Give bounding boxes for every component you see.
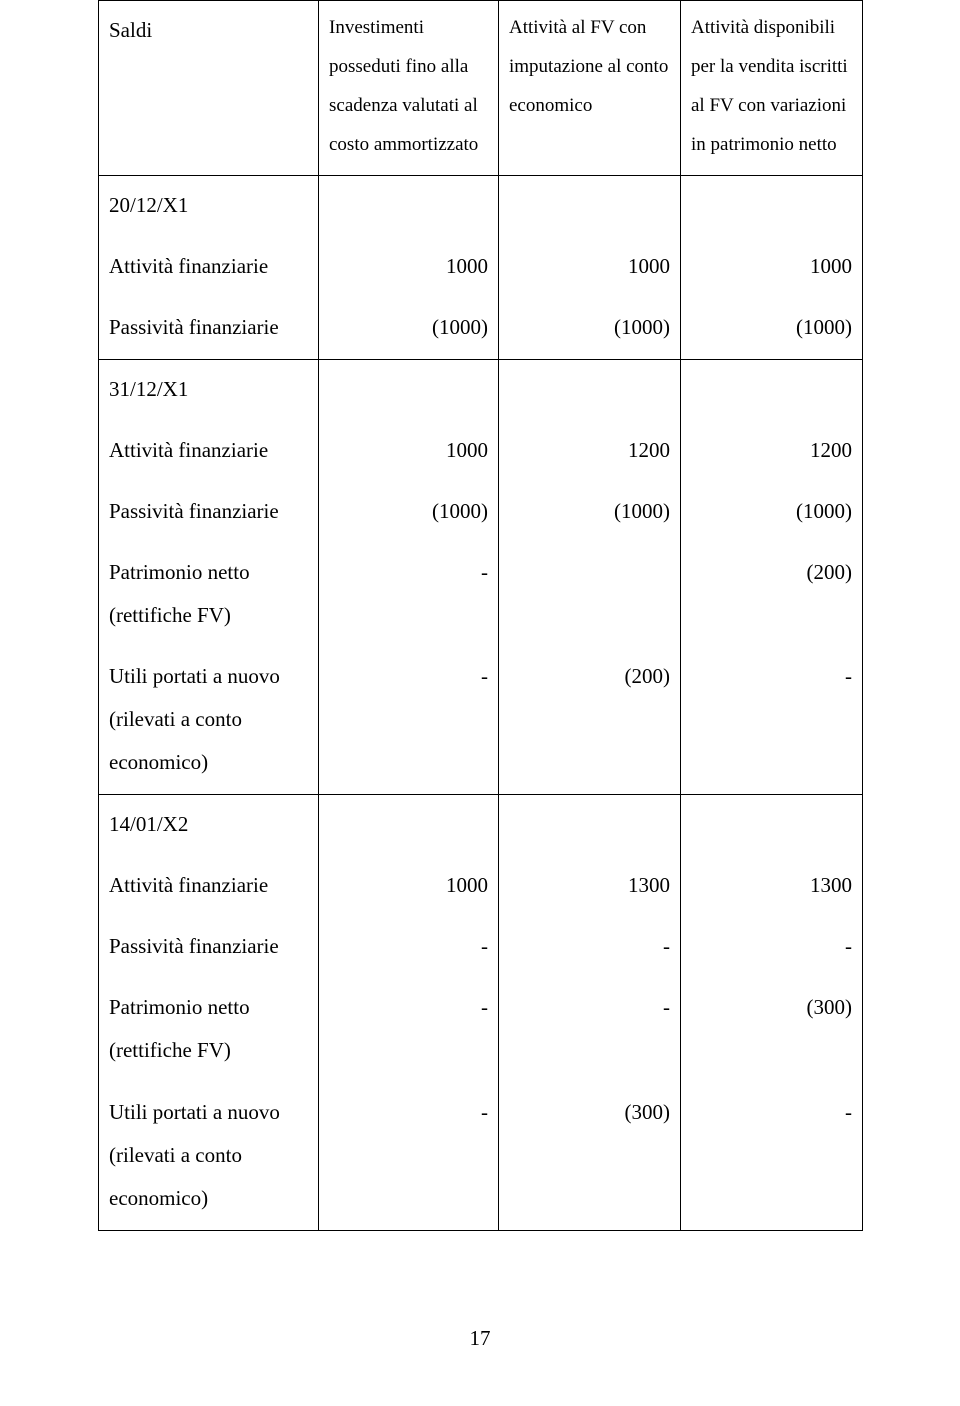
cell: - — [499, 978, 681, 1082]
cell: - — [499, 917, 681, 978]
section-heading: 14/01/X2 — [99, 795, 319, 857]
section-heading-row: 20/12/X1 — [99, 175, 863, 237]
header-col-d: Attività disponibili per la vendita iscr… — [681, 1, 863, 176]
section-heading-row: 14/01/X2 — [99, 795, 863, 857]
cell: 1000 — [319, 421, 499, 482]
cell: (1000) — [319, 482, 499, 543]
cell: (200) — [499, 647, 681, 795]
cell: 1300 — [499, 856, 681, 917]
row-label: Patrimonio netto (rettifiche FV) — [99, 978, 319, 1082]
cell: - — [681, 917, 863, 978]
section-heading: 31/12/X1 — [99, 359, 319, 421]
cell: (1000) — [499, 482, 681, 543]
page-number: 17 — [0, 1326, 960, 1351]
cell: 1300 — [681, 856, 863, 917]
table-row: Attività finanziarie 1000 1200 1200 — [99, 421, 863, 482]
table-row: Passività finanziarie - - - — [99, 917, 863, 978]
cell: (200) — [681, 543, 863, 647]
row-label: Passività finanziarie — [99, 917, 319, 978]
header-col-b: Investimenti posseduti fino alla scadenz… — [319, 1, 499, 176]
cell: 1000 — [681, 237, 863, 298]
table-row: Utili portati a nuovo (rilevati a conto … — [99, 1083, 863, 1231]
cell: 1200 — [499, 421, 681, 482]
cell: (1000) — [499, 298, 681, 360]
row-label: Attività finanziarie — [99, 856, 319, 917]
cell: 1000 — [319, 237, 499, 298]
section-heading: 20/12/X1 — [99, 175, 319, 237]
cell: - — [319, 647, 499, 795]
financial-table: Saldi Investimenti posseduti fino alla s… — [98, 0, 863, 1231]
table-row: Attività finanziarie 1000 1000 1000 — [99, 237, 863, 298]
cell: 1200 — [681, 421, 863, 482]
cell: (1000) — [319, 298, 499, 360]
header-col-c: Attività al FV con imputazione al conto … — [499, 1, 681, 176]
cell: (300) — [681, 978, 863, 1082]
table-header-row: Saldi Investimenti posseduti fino alla s… — [99, 1, 863, 176]
table-row: Passività finanziarie (1000) (1000) (100… — [99, 482, 863, 543]
cell: 1000 — [499, 237, 681, 298]
row-label: Passività finanziarie — [99, 482, 319, 543]
row-label: Attività finanziarie — [99, 237, 319, 298]
cell: - — [319, 543, 499, 647]
row-label: Passività finanziarie — [99, 298, 319, 360]
cell: (1000) — [681, 298, 863, 360]
row-label: Utili portati a nuovo (rilevati a conto … — [99, 647, 319, 795]
cell: - — [319, 978, 499, 1082]
table-row: Patrimonio netto (rettifiche FV) - (200) — [99, 543, 863, 647]
header-saldi: Saldi — [99, 1, 319, 176]
cell: - — [319, 1083, 499, 1231]
table-row: Utili portati a nuovo (rilevati a conto … — [99, 647, 863, 795]
table-row: Attività finanziarie 1000 1300 1300 — [99, 856, 863, 917]
cell: (1000) — [681, 482, 863, 543]
section-heading-row: 31/12/X1 — [99, 359, 863, 421]
row-label: Utili portati a nuovo (rilevati a conto … — [99, 1083, 319, 1231]
cell: - — [681, 647, 863, 795]
table-row: Patrimonio netto (rettifiche FV) - - (30… — [99, 978, 863, 1082]
cell: - — [681, 1083, 863, 1231]
table-row: Passività finanziarie (1000) (1000) (100… — [99, 298, 863, 360]
cell: 1000 — [319, 856, 499, 917]
cell: (300) — [499, 1083, 681, 1231]
cell: - — [319, 917, 499, 978]
cell — [499, 543, 681, 647]
row-label: Patrimonio netto (rettifiche FV) — [99, 543, 319, 647]
row-label: Attività finanziarie — [99, 421, 319, 482]
